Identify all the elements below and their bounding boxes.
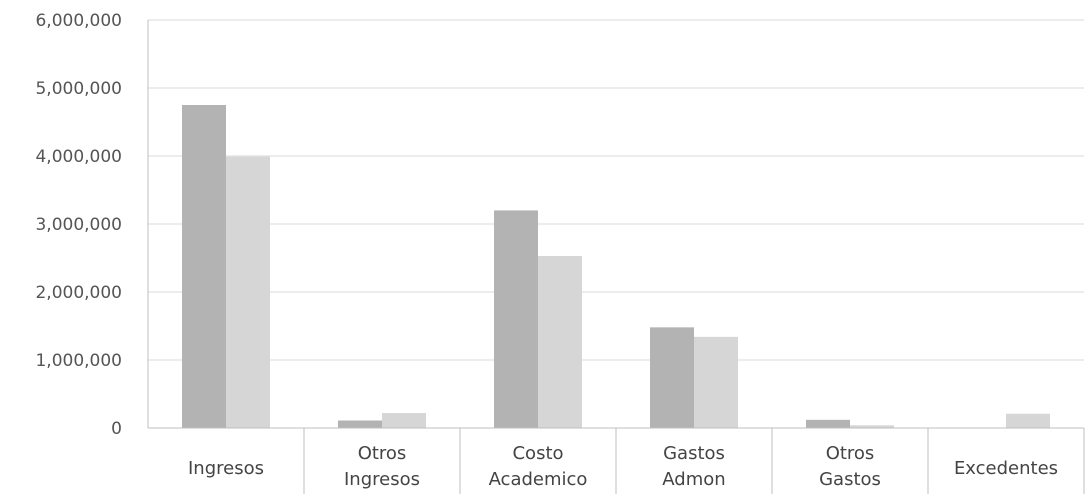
x-category-label-line: Excedentes — [954, 458, 1058, 479]
y-tick-label: 0 — [111, 419, 122, 439]
grid-layer — [148, 19, 1084, 361]
bar-series-1-cat-2 — [338, 420, 382, 428]
label-layer: 0 1,000,000 2,000,000 3,000,000 4,000,000 5,0… — [35, 11, 1058, 490]
y-tick-label: 6,000,000 — [35, 11, 122, 31]
x-category-label-line: Ingresos — [188, 458, 264, 479]
y-tick-label: 5,000,000 — [35, 79, 122, 99]
x-category-label-line: Admon — [662, 469, 725, 490]
x-category-label: Otros Ingresos — [344, 443, 420, 490]
x-category-label-line: Costo — [512, 443, 563, 464]
x-category-label-line: Otros — [826, 443, 875, 464]
bar-series-2-cat-6 — [1006, 413, 1050, 428]
x-category-label: Gastos Admon — [662, 443, 725, 490]
x-category-label: Ingresos — [188, 458, 264, 479]
y-tick-label: 1,000,000 — [35, 351, 122, 371]
bar-series-1-cat-5 — [806, 419, 850, 428]
y-tick-label: 3,000,000 — [35, 215, 122, 235]
x-category-label-line: Academico — [489, 469, 588, 490]
bar-series-2-cat-2 — [382, 413, 426, 428]
bar-layer — [182, 105, 1050, 428]
axis-layer — [147, 20, 1085, 494]
bar-series-1-cat-3 — [494, 210, 538, 428]
x-category-label-line: Ingresos — [344, 469, 420, 490]
x-category-label-line: Otros — [358, 443, 407, 464]
bar-series-1-cat-1 — [182, 105, 226, 428]
x-category-label: Otros Gastos — [819, 443, 881, 490]
y-tick-label: 4,000,000 — [35, 147, 122, 167]
x-category-label: Excedentes — [954, 458, 1058, 479]
bar-series-2-cat-4 — [694, 336, 738, 428]
bar-series-2-cat-1 — [226, 156, 270, 428]
bar-series-2-cat-5 — [850, 425, 894, 428]
bar-series-1-cat-4 — [650, 327, 694, 428]
y-tick-label: 2,000,000 — [35, 283, 122, 303]
x-category-label-line: Gastos — [819, 469, 881, 490]
bar-series-2-cat-3 — [538, 255, 582, 428]
x-category-label: Costo Academico — [489, 443, 588, 490]
x-category-label-line: Gastos — [663, 443, 725, 464]
